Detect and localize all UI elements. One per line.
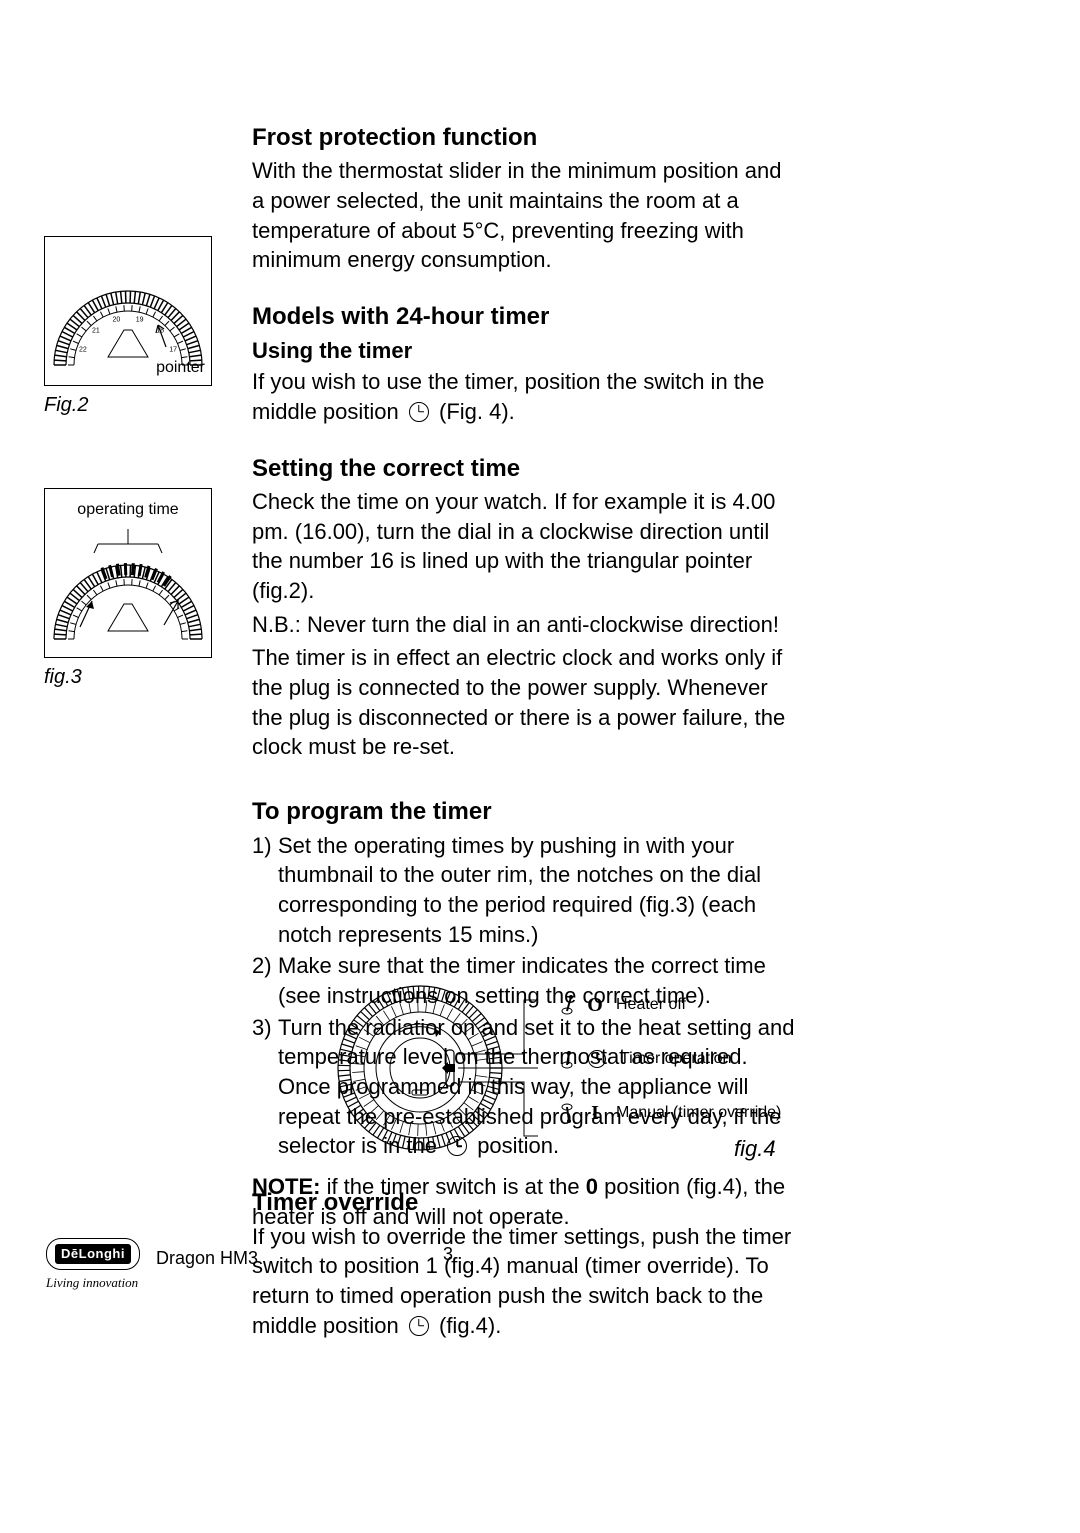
lever-icon (560, 1049, 574, 1069)
fig2-box: 222120191817 pointer (44, 236, 212, 386)
fig4-row-manual: I Manual (timer override) (560, 1103, 781, 1123)
page: Frost protection function With the therm… (0, 0, 1080, 1533)
fig4-label-manual: Manual (timer override) (616, 1105, 781, 1121)
fig4-label-timer: Timer operation (620, 1051, 731, 1067)
fig4-switch-labels: O Heater off Timer operation I Manual (t… (560, 995, 781, 1123)
setting-p3: The timer is in effect an electric clock… (252, 643, 798, 762)
models24-section: Models with 24-hour timer Using the time… (252, 301, 798, 426)
svg-text:17: 17 (169, 347, 177, 354)
model-name: Dragon HM3 (156, 1246, 258, 1270)
brand-logo: DēLonghi (46, 1238, 140, 1270)
clock-icon (409, 402, 429, 422)
program-heading: To program the timer (252, 796, 798, 828)
brand-tagline: Living innovation (46, 1274, 138, 1292)
fig2-caption: Fig.2 (44, 392, 214, 419)
note-zero: 0 (586, 1174, 598, 1199)
setting-section: Setting the correct time Check the time … (252, 453, 798, 763)
setting-heading: Setting the correct time (252, 453, 798, 485)
fig4-dial (328, 978, 548, 1158)
fig2: 222120191817 pointer Fig.2 (44, 236, 214, 419)
models24-body-b: (Fig. 4). (433, 399, 515, 424)
brand-text: DēLonghi (55, 1244, 131, 1264)
fig3: operating time (44, 488, 214, 691)
note-text: NOTE: if the timer switch is at the 0 po… (252, 1172, 798, 1231)
note-lead: NOTE: (252, 1174, 320, 1199)
frost-body: With the thermostat slider in the minimu… (252, 156, 798, 275)
models24-body: If you wish to use the timer, position t… (252, 367, 798, 426)
fig4-label-off: Heater off (616, 997, 686, 1013)
lever-icon (560, 995, 574, 1015)
fig3-caption: fig.3 (44, 664, 214, 691)
footer: DēLonghi Living innovation Dragon HM3 3 (46, 1238, 1034, 1298)
svg-text:20: 20 (113, 316, 121, 323)
clock-icon (409, 1316, 429, 1336)
override-body-b: (fig.4). (433, 1313, 501, 1338)
lever-icon (560, 1103, 574, 1123)
frost-heading: Frost protection function (252, 122, 798, 154)
svg-text:22: 22 (79, 347, 87, 354)
svg-text:19: 19 (136, 316, 144, 323)
svg-text:21: 21 (92, 327, 100, 334)
setting-p1: Check the time on your watch. If for exa… (252, 487, 798, 606)
setting-p2: N.B.: Never turn the dial in an anti-clo… (252, 610, 798, 640)
note-block: NOTE: if the timer switch is at the 0 po… (252, 1172, 798, 1235)
glyph-O: O (584, 995, 606, 1015)
fig3-box: operating time (44, 488, 212, 658)
models24-heading: Models with 24-hour timer (252, 301, 798, 333)
page-number: 3 (443, 1242, 453, 1266)
fig4-caption: fig.4 (734, 1134, 776, 1164)
fig3-dial (45, 489, 211, 657)
fig4-row-timer: Timer operation (560, 1049, 781, 1069)
fig2-pointer-label: pointer (156, 357, 205, 379)
glyph-I: I (584, 1103, 606, 1123)
program-item-1: Set the operating times by pushing in wi… (278, 831, 798, 950)
clock-icon (588, 1050, 606, 1068)
models24-sub: Using the timer (252, 336, 798, 366)
note-a: if the timer switch is at the (320, 1174, 585, 1199)
fig4-row-off: O Heater off (560, 995, 781, 1015)
frost-section: Frost protection function With the therm… (252, 122, 798, 275)
